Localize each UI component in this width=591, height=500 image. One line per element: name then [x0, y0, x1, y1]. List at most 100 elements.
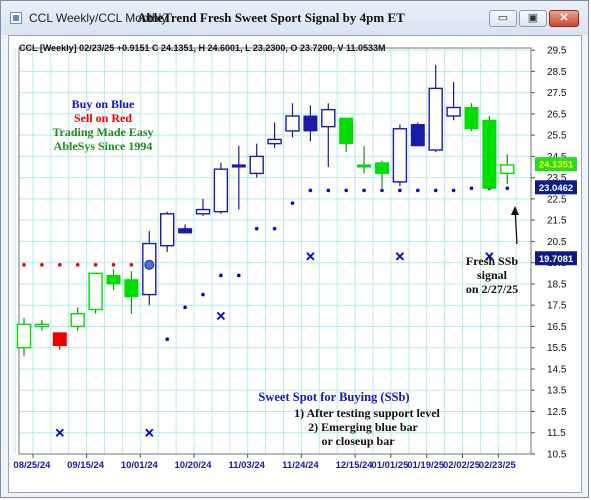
y-tick-label: 23.5	[547, 173, 567, 184]
y-tick-label: 16.5	[547, 322, 567, 333]
candle-body	[321, 108, 336, 128]
x-tick-label: 08/25/24	[13, 460, 51, 471]
buy-signal-dot	[290, 201, 295, 205]
cross-marker	[306, 252, 315, 261]
y-tick-label: 28.5	[547, 67, 567, 78]
y-tick-label: 14.5	[547, 364, 567, 375]
legend-line: Trading Made Easy	[52, 125, 153, 139]
legend-line: Buy on Blue	[72, 97, 135, 111]
candle-body	[195, 208, 211, 215]
candle-body	[106, 274, 121, 285]
maximize-button[interactable]: ▣	[519, 10, 547, 27]
y-tick-label: 15.5	[547, 343, 567, 354]
window-title: CCL Weekly/CCL Monthly	[29, 11, 168, 25]
buy-signal-dot	[344, 188, 349, 193]
candle-body	[124, 279, 139, 298]
x-tick-label: 10/20/24	[175, 460, 213, 471]
sell-signal-dot	[129, 263, 134, 267]
signal-dots	[22, 186, 510, 342]
chart-title: AbleTrend Fresh Sweet Sport Signal by 4p…	[137, 10, 405, 25]
sell-signal-dot	[75, 263, 80, 267]
y-tick-label: 18.5	[547, 279, 567, 290]
y-tick-label: 10.5	[547, 450, 567, 461]
grid	[14, 47, 532, 455]
buy-signal-dot	[433, 188, 438, 193]
y-tick-label: 25.5	[547, 131, 567, 142]
cross-marker	[216, 311, 226, 320]
x-tick-label: 02/23/25	[479, 460, 517, 471]
buy-signal-dot	[326, 188, 331, 193]
close-button[interactable]: ✕	[549, 10, 579, 27]
minimize-button[interactable]: ▭	[489, 10, 517, 27]
chart-frame[interactable]: AbleTrend Fresh Sweet Sport Signal by 4p…	[8, 10, 582, 493]
price-chart[interactable]: AbleTrend Fresh Sweet Sport Signal by 4p…	[9, 10, 581, 492]
buy-signal-dot	[254, 226, 259, 231]
y-tick-label: 27.5	[547, 88, 567, 99]
x-axis: 08/25/24 09/15/24 10/01/24 10/20/24 11/03/24…	[13, 454, 517, 471]
price-tag-label: 24.1351	[539, 160, 574, 171]
candle-body	[231, 164, 246, 168]
x-tick-label: 02/02/25	[443, 460, 481, 471]
buy-signal-dot	[308, 188, 313, 193]
chart-window-icon	[10, 12, 22, 24]
y-tick-label: 13.5	[547, 386, 567, 397]
candle-body	[446, 106, 461, 117]
candle-body	[375, 162, 389, 174]
sell-signal-dot	[58, 263, 62, 267]
plot-border	[18, 47, 532, 455]
candle-body	[267, 138, 282, 145]
signal-annotation: Fresh SSb	[466, 254, 518, 268]
ssb-line: 2) Emerging blue bar	[308, 420, 418, 434]
signal-arrowhead	[511, 206, 519, 215]
x-tick-label: 10/01/24	[121, 460, 159, 471]
x-tick-label: 09/15/24	[67, 460, 105, 471]
candle-body	[339, 117, 354, 145]
candle-body	[213, 168, 229, 213]
legend-line: Sell on Red	[74, 111, 132, 125]
x-tick-label: 12/15/24	[336, 460, 374, 471]
sell-signal-dot	[22, 263, 26, 267]
candle-body	[159, 213, 175, 247]
buy-signal-dot	[272, 226, 277, 231]
buy-signal-dot	[451, 188, 456, 193]
y-tick-label: 17.5	[547, 301, 567, 312]
signal-annotation: signal	[477, 268, 508, 282]
price-tag	[535, 180, 577, 195]
candle-body	[34, 323, 50, 328]
candle-body	[285, 115, 300, 132]
x-tick-label: 11/03/24	[228, 460, 265, 471]
cross-marker	[55, 428, 64, 437]
candle-body	[464, 107, 479, 130]
price-tag	[535, 157, 577, 172]
candle-body	[178, 228, 193, 234]
buy-signal-dot	[237, 273, 241, 278]
x-tick-label: 11/24/24	[282, 460, 319, 471]
x-tick-label: 01/01/25	[371, 460, 409, 471]
y-tick-label: 26.5	[547, 109, 567, 120]
signal-marks	[55, 206, 519, 437]
candle-body	[52, 332, 67, 347]
buy-signal-dot	[416, 188, 420, 193]
buy-signal-dot	[398, 188, 402, 193]
price-tag	[535, 251, 577, 266]
candle-body	[392, 128, 408, 183]
info-line: CCL [Weekly] 02/23/25 +0.9151 C 24.1351,…	[19, 43, 386, 53]
y-tick-label: 22.5	[547, 194, 567, 205]
buy-signal-dot	[362, 188, 366, 193]
candle-body	[16, 323, 32, 349]
candle-body	[88, 272, 103, 311]
candle-body	[482, 119, 497, 189]
ssb-line: or closeup bar	[321, 434, 395, 448]
y-tick-label: 21.5	[547, 216, 567, 227]
candle-body	[500, 164, 515, 175]
cross-marker	[395, 252, 405, 261]
ssb-title: Sweet Spot for Buying (SSb)	[258, 390, 409, 404]
title-bar[interactable]: CCL Weekly/CCL Monthly ▭ ▣ ✕	[1, 1, 588, 35]
candle-body	[357, 164, 372, 168]
sell-signal-dot	[111, 263, 116, 267]
cross-marker	[145, 428, 154, 437]
price-tag-label: 19.7081	[539, 254, 574, 265]
buy-signal-dot	[505, 186, 510, 191]
